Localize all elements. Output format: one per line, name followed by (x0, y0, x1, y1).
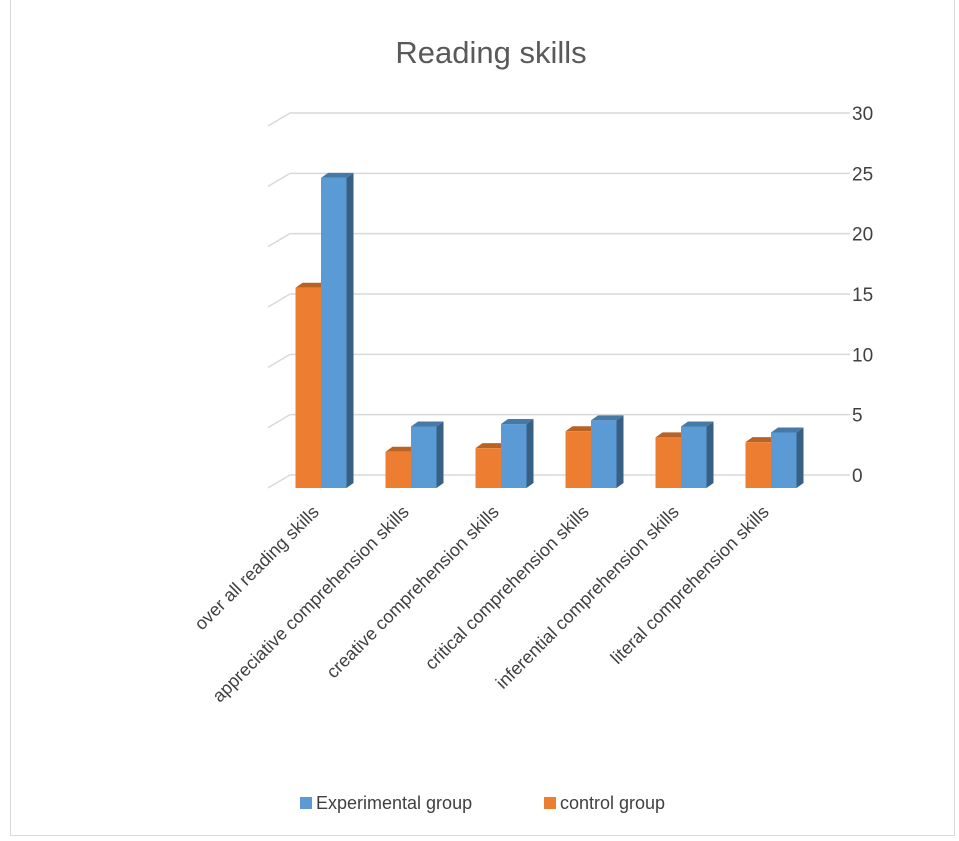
bar-front (591, 420, 617, 488)
bar-top (655, 432, 688, 438)
bar-top (295, 282, 328, 288)
bar-experimental (591, 415, 624, 488)
bar-side (706, 421, 714, 488)
bar-top (591, 415, 624, 421)
x-category-label: literal comprehension skills (607, 502, 773, 668)
legend: Experimental group control group (300, 793, 665, 813)
bar-side (346, 172, 354, 489)
bar-top (565, 426, 598, 432)
bar-front (745, 442, 771, 488)
gridline-depth (267, 414, 291, 429)
bar-top (475, 443, 508, 449)
bar-top (771, 427, 804, 433)
bar-front (295, 287, 321, 488)
bar-experimental (321, 172, 354, 489)
bar-top (321, 172, 354, 178)
y-tick-label: 30 (852, 104, 873, 125)
bar-experimental (411, 421, 444, 488)
bar-side (526, 419, 534, 488)
legend-item: control group (544, 793, 665, 813)
bar-experimental (771, 427, 804, 488)
legend-swatch (300, 797, 312, 809)
x-category-label: creative comprehension skills (322, 502, 502, 682)
gridline-depth (267, 233, 291, 248)
bar-side (796, 427, 804, 488)
x-category-label: appreciative comprehension skills (208, 502, 412, 706)
legend-item: Experimental group (300, 793, 472, 813)
y-tick-label: 15 (852, 285, 873, 306)
legend-swatch (544, 797, 556, 809)
gridline-depth (267, 112, 291, 127)
bar-front (501, 424, 527, 488)
bar-experimental (681, 421, 714, 488)
gridline-depth (267, 474, 291, 489)
x-category-label: critical comprehension skills (421, 502, 593, 674)
bars (295, 172, 804, 489)
bar-experimental (501, 419, 534, 488)
gridline-depth (267, 353, 291, 368)
bar-top (385, 446, 418, 452)
legend-label: Experimental group (316, 793, 472, 813)
y-axis-ticks: 0 5 10 15 20 25 30 (852, 104, 873, 487)
gridline-depth (267, 172, 291, 187)
y-tick-label: 0 (852, 466, 863, 487)
bar-top (681, 421, 714, 427)
bar-side (436, 421, 444, 488)
bar-front (321, 177, 347, 489)
bar-top (411, 421, 444, 427)
bar-front (565, 431, 591, 488)
legend-label: control group (560, 793, 665, 813)
bar-side (616, 415, 624, 488)
y-tick-label: 25 (852, 164, 873, 185)
y-tick-label: 10 (852, 345, 873, 366)
bar-front (681, 426, 707, 488)
y-tick-label: 20 (852, 225, 873, 246)
x-category-label: inferential comprehension skills (492, 502, 683, 693)
y-tick-label: 5 (852, 406, 863, 427)
gridline-depth (267, 293, 291, 308)
bar-front (475, 448, 501, 488)
chart-frame (10, 0, 955, 836)
gridlines (267, 112, 850, 489)
bar-top (745, 437, 778, 443)
bar-front (385, 451, 411, 488)
bar-front (771, 432, 797, 488)
bar-top (501, 419, 534, 425)
bar-front (655, 437, 681, 488)
bar-front (411, 426, 437, 488)
chart-title: Reading skills (395, 35, 586, 70)
